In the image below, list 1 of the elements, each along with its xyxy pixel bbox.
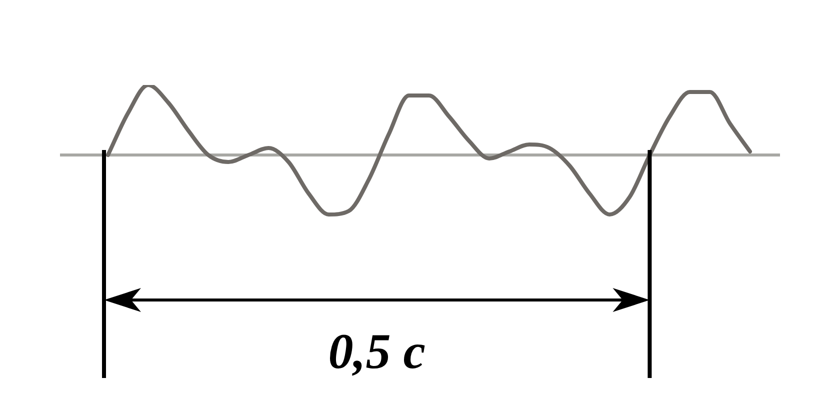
text: 0,5 с	[327, 322, 426, 380]
